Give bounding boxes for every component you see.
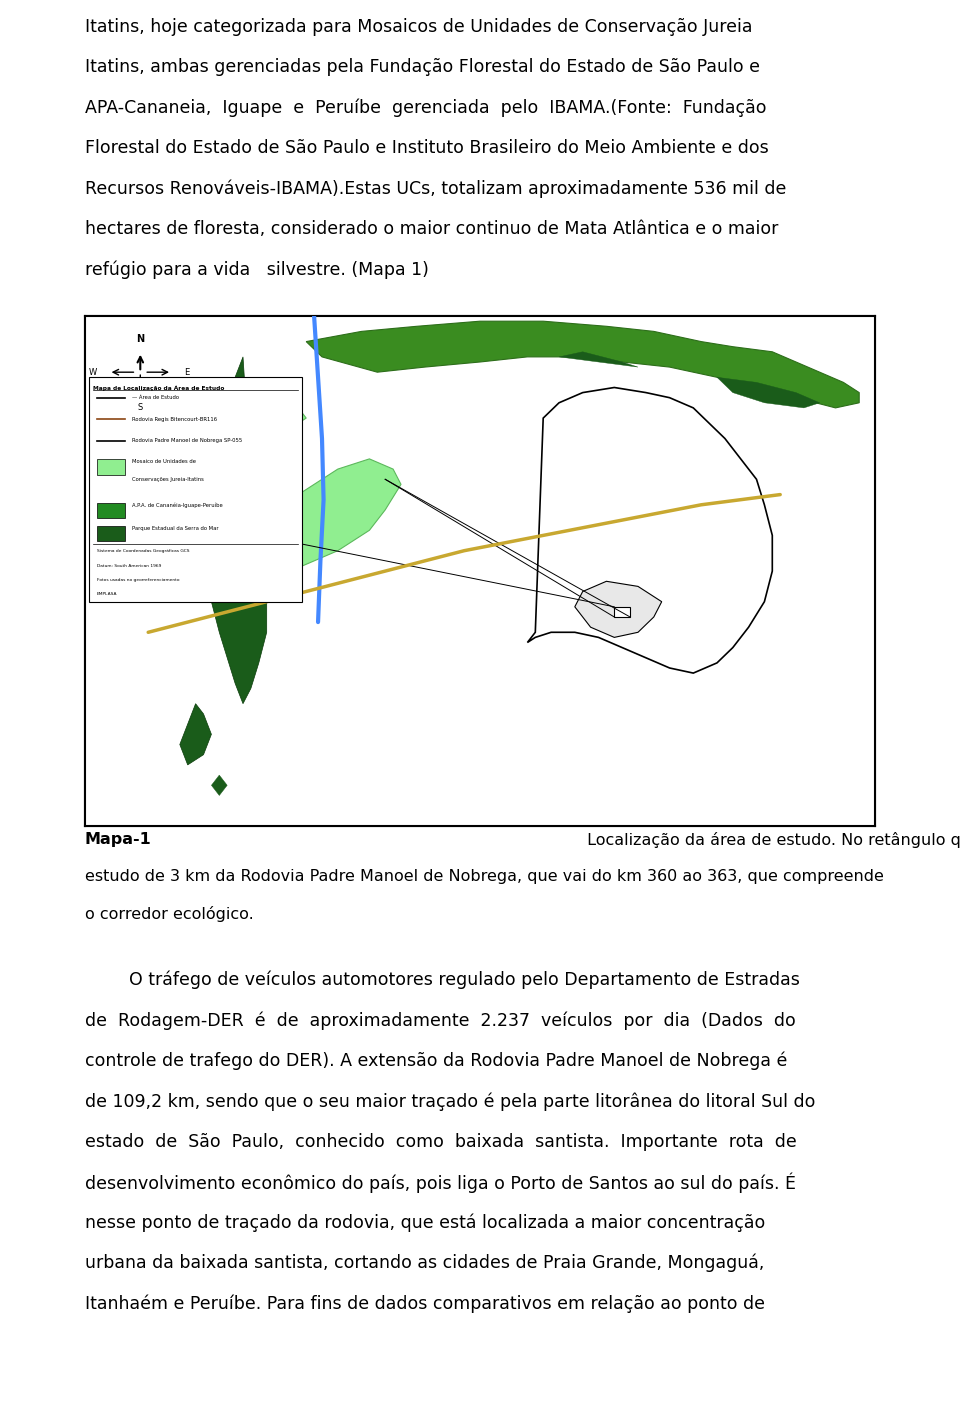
Polygon shape [575,582,661,637]
Text: O tráfego de veículos automotores regulado pelo Departamento de Estradas: O tráfego de veículos automotores regula… [85,971,800,989]
Text: Itatins, ambas gerenciadas pela Fundação Florestal do Estado de São Paulo e: Itatins, ambas gerenciadas pela Fundação… [85,58,760,77]
Text: Rodovia Regis Bitencourt-BR116: Rodovia Regis Bitencourt-BR116 [132,417,218,421]
Text: — Área de Estudo: — Área de Estudo [132,394,180,400]
Text: urbana da baixada santista, cortando as cidades de Praia Grande, Mongaguá,: urbana da baixada santista, cortando as … [85,1254,764,1273]
Text: Rodovia Padre Manoel de Nobrega SP-055: Rodovia Padre Manoel de Nobrega SP-055 [132,438,243,443]
Bar [97,460,125,475]
Text: S: S [137,403,143,412]
Text: estado  de  São  Paulo,  conhecido  como  baixada  santista.  Importante  rota  : estado de São Paulo, conhecido como baix… [85,1132,797,1151]
Text: de 109,2 km, sendo que o seu maior traçado é pela parte litorânea do litoral Sul: de 109,2 km, sendo que o seu maior traça… [85,1093,815,1111]
Polygon shape [306,321,859,407]
Polygon shape [559,352,638,368]
Polygon shape [251,458,401,602]
Text: A.P.A. de Cananéia-Iguape-Peruíbe: A.P.A. de Cananéia-Iguape-Peruíbe [132,502,223,508]
Polygon shape [196,358,267,704]
Bar [85,316,875,826]
Text: Fotos usadas no georreferenciamento: Fotos usadas no georreferenciamento [97,578,180,582]
Text: Itatins, hoje categorizada para Mosaicos de Unidades de Conservação Jureia: Itatins, hoje categorizada para Mosaicos… [85,18,753,35]
Text: N: N [136,333,144,345]
Text: hectares de floresta, considerado o maior continuo de Mata Atlântica e o maior: hectares de floresta, considerado o maio… [85,220,779,238]
Bar [89,377,302,602]
Text: nesse ponto de traçado da rodovia, que está localizada a maior concentração: nesse ponto de traçado da rodovia, que e… [85,1213,765,1232]
Text: estudo de 3 km da Rodovia Padre Manoel de Nobrega, que vai do km 360 ao 363, que: estudo de 3 km da Rodovia Padre Manoel d… [85,868,884,884]
Text: E: E [183,368,189,376]
Polygon shape [614,607,630,617]
Bar [97,525,125,541]
Text: o corredor ecológico.: o corredor ecológico. [85,905,253,922]
Polygon shape [254,535,271,545]
Text: Mapa de Localização da Área de Estudo: Mapa de Localização da Área de Estudo [93,385,225,392]
Text: desenvolvimento econômico do país, pois liga o Porto de Santos ao sul do país. É: desenvolvimento econômico do país, pois … [85,1174,796,1193]
Polygon shape [527,387,772,673]
Text: Conservações Jureia-Itatins: Conservações Jureia-Itatins [132,477,204,482]
Text: W: W [88,368,97,376]
Text: Florestal do Estado de São Paulo e Instituto Brasileiro do Meio Ambiente e dos: Florestal do Estado de São Paulo e Insti… [85,139,769,158]
Text: Sistema de Coordenadas Geográficas GCS: Sistema de Coordenadas Geográficas GCS [97,549,189,552]
Text: Parque Estadual da Serra do Mar: Parque Estadual da Serra do Mar [132,525,219,531]
Text: de  Rodagem-DER  é  de  aproximadamente  2.237  veículos  por  dia  (Dados  do: de Rodagem-DER é de aproximadamente 2.23… [85,1012,796,1030]
Text: Recursos Renováveis-IBAMA).Estas UCs, totalizam aproximadamente 536 mil de: Recursos Renováveis-IBAMA).Estas UCs, to… [85,180,786,199]
Polygon shape [180,704,211,765]
Text: Itanhaém e Peruíbe. Para fins de dados comparativos em relação ao ponto de: Itanhaém e Peruíbe. Para fins de dados c… [85,1294,765,1313]
Text: Localização da área de estudo. No retângulo que aparece em destaque é o trecho o: Localização da área de estudo. No retâng… [582,832,960,849]
Text: EMPLASA: EMPLASA [97,592,117,596]
Text: Mosaico de Unidades de: Mosaico de Unidades de [132,460,197,464]
Text: Mapa-1: Mapa-1 [85,832,152,847]
Polygon shape [211,775,228,796]
Text: Datum: South American 1969: Datum: South American 1969 [97,563,161,568]
Bar [97,502,125,518]
Text: APA-Cananeia,  Iguape  e  Peruíbe  gerenciada  pelo  IBAMA.(Fonte:  Fundação: APA-Cananeia, Iguape e Peruíbe gerenciad… [85,99,766,118]
Text: controle de trafego do DER). A extensão da Rodovia Padre Manoel de Nobrega é: controle de trafego do DER). A extensão … [85,1051,787,1070]
Polygon shape [243,397,306,458]
Polygon shape [717,377,820,407]
Text: refúgio para a vida   silvestre. (Mapa 1): refúgio para a vida silvestre. (Mapa 1) [85,261,429,280]
